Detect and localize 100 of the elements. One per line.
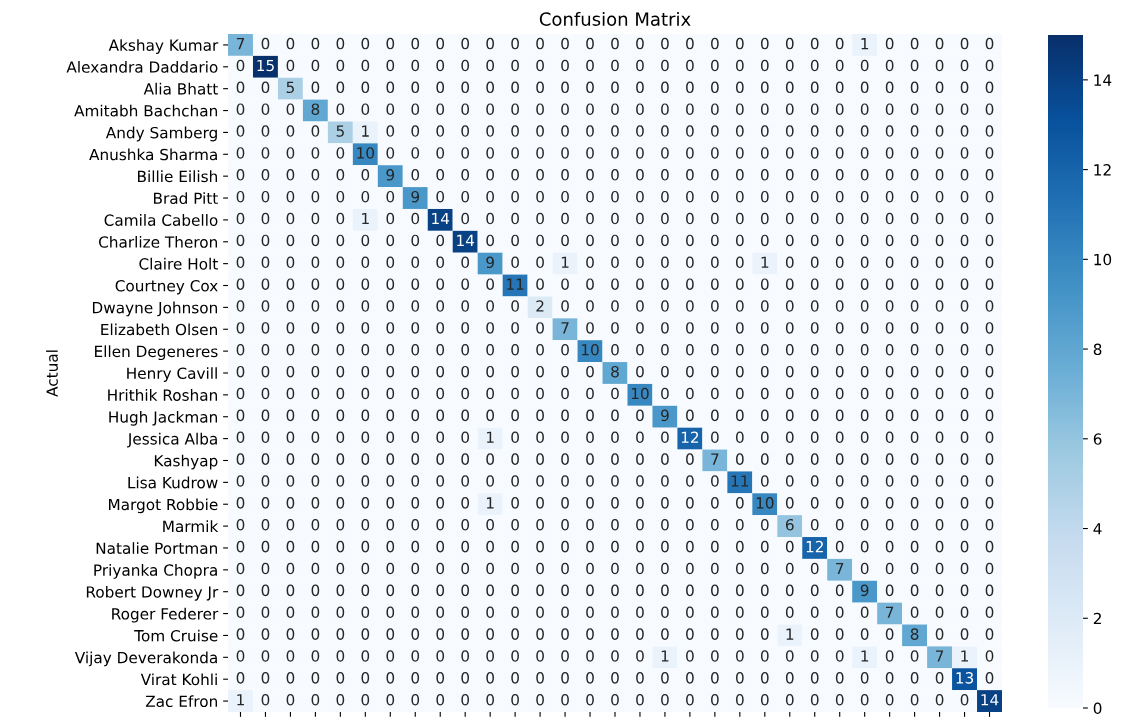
data-label: 0: [411, 212, 420, 225]
data-label: 0: [885, 234, 894, 247]
data-label: 0: [785, 103, 794, 115]
data-label: 0: [760, 103, 769, 115]
data-label: 0: [661, 497, 669, 509]
data-label: 0: [561, 147, 569, 159]
data-label: 0: [686, 606, 694, 619]
data-label: 0: [785, 300, 794, 312]
data-label: 0: [960, 365, 969, 378]
data-label: 0: [461, 431, 470, 444]
data-label: 0: [760, 344, 769, 356]
data-label: 0: [261, 409, 270, 422]
data-label: 0: [436, 628, 445, 640]
data-label: 0: [486, 387, 495, 400]
data-label: 0: [361, 606, 370, 619]
data-label: 0: [361, 497, 370, 509]
data-label: 9: [386, 169, 395, 181]
data-label: 0: [261, 212, 270, 225]
data-label: 0: [486, 278, 495, 290]
y-tick-label: Kashyap: [154, 454, 218, 470]
y-tick-label: Priyanka Chopra: [94, 564, 217, 579]
data-label: 0: [785, 672, 794, 684]
data-label: 0: [686, 475, 694, 487]
data-label: 0: [810, 125, 819, 137]
data-label: 0: [586, 562, 594, 575]
data-label: 0: [810, 212, 819, 225]
data-label: 0: [910, 300, 919, 312]
data-label: 0: [735, 409, 744, 422]
data-label: 0: [636, 344, 644, 356]
data-label: 0: [411, 365, 420, 378]
data-label: 0: [686, 169, 694, 181]
data-label: 0: [361, 300, 370, 312]
data-label: 0: [536, 650, 544, 662]
data-label: 7: [561, 322, 569, 334]
data-label: 0: [511, 562, 519, 575]
data-label: 0: [735, 497, 744, 509]
data-label: 0: [261, 518, 270, 531]
data-label: 0: [311, 584, 320, 597]
data-label: 0: [586, 234, 594, 247]
data-label: 0: [760, 475, 769, 487]
data-label: 0: [985, 453, 994, 465]
data-label: 0: [960, 475, 969, 487]
data-label: 0: [835, 475, 844, 487]
data-label: 0: [461, 540, 470, 553]
data-label: 0: [611, 300, 619, 312]
data-label: 0: [511, 169, 519, 181]
data-label: 1: [237, 694, 244, 706]
data-label: 0: [286, 322, 295, 334]
data-label: 0: [636, 606, 644, 619]
data-label: 0: [885, 190, 894, 203]
data-label: 0: [785, 190, 794, 203]
data-label: 0: [386, 190, 395, 203]
data-label: 0: [361, 322, 370, 334]
data-label: 0: [536, 234, 544, 247]
data-label: 0: [336, 628, 345, 640]
data-label: 0: [561, 650, 569, 662]
data-label: 0: [661, 584, 669, 597]
data-label: 0: [686, 497, 694, 509]
data-label: 9: [860, 584, 869, 597]
chart-title: Confusion Matrix: [539, 11, 691, 26]
data-label: 0: [885, 365, 894, 378]
data-label: 0: [760, 540, 769, 553]
data-label: 0: [336, 212, 345, 225]
data-label: 0: [835, 518, 844, 531]
data-label: 7: [886, 606, 894, 618]
data-label: 0: [735, 234, 744, 247]
data-label: 0: [461, 475, 470, 487]
data-label: 0: [311, 322, 320, 334]
y-tick-label: Alia Bhatt: [143, 82, 218, 95]
data-label: 0: [461, 125, 470, 137]
data-label: 0: [361, 540, 370, 553]
data-label: 0: [735, 59, 744, 72]
data-label: 0: [735, 37, 744, 50]
data-label: 0: [686, 322, 694, 334]
data-label: 10: [756, 497, 774, 509]
data-label: 0: [461, 344, 470, 356]
data-label: 0: [486, 300, 495, 312]
data-label: 0: [561, 344, 569, 356]
data-label: 0: [661, 628, 669, 640]
data-label: 0: [960, 169, 969, 181]
data-label: 0: [461, 147, 470, 159]
data-label: 0: [411, 300, 420, 312]
data-label: 0: [586, 584, 594, 597]
data-label: 0: [985, 650, 994, 662]
data-label: 0: [386, 59, 395, 72]
data-label: 0: [985, 81, 994, 94]
data-label: 0: [636, 125, 644, 137]
data-label: 0: [586, 59, 594, 72]
color-bar-label: 6: [1093, 433, 1102, 445]
data-label: 0: [885, 672, 894, 684]
data-label: 0: [311, 81, 320, 94]
data-label: 0: [286, 59, 295, 72]
data-label: 0: [985, 628, 994, 640]
data-label: 0: [835, 37, 844, 50]
data-label: 0: [461, 409, 470, 422]
data-label: 0: [860, 300, 869, 312]
data-label: 0: [286, 650, 295, 662]
data-label: 0: [835, 540, 844, 553]
data-label: 0: [461, 650, 470, 662]
data-label: 0: [586, 475, 594, 487]
